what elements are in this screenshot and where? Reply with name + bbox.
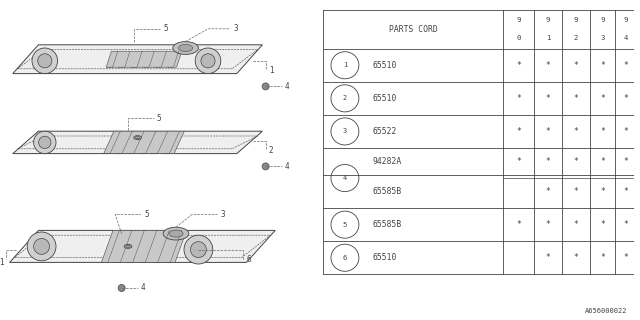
Ellipse shape: [163, 227, 189, 240]
Ellipse shape: [136, 137, 140, 139]
Polygon shape: [101, 230, 187, 262]
Text: *: *: [546, 253, 550, 262]
Text: 3: 3: [221, 210, 225, 219]
Text: 65522: 65522: [373, 127, 397, 136]
Text: 6: 6: [343, 255, 347, 261]
Text: 65510: 65510: [373, 61, 397, 70]
Polygon shape: [106, 51, 182, 67]
Text: 65585B: 65585B: [373, 187, 402, 196]
Text: *: *: [573, 157, 579, 166]
Text: 5: 5: [157, 114, 161, 123]
Text: 65510: 65510: [373, 94, 397, 103]
Text: 1: 1: [269, 66, 273, 75]
Text: 1: 1: [546, 35, 550, 41]
Text: 5: 5: [343, 222, 347, 228]
Text: *: *: [623, 253, 628, 262]
Polygon shape: [10, 230, 275, 262]
Circle shape: [38, 54, 52, 68]
Text: *: *: [516, 220, 521, 229]
Text: A656000022: A656000022: [585, 308, 627, 314]
Ellipse shape: [124, 244, 132, 248]
Text: 9: 9: [600, 17, 605, 23]
Text: 3: 3: [234, 24, 238, 33]
Text: *: *: [623, 220, 628, 229]
Text: 1: 1: [343, 62, 347, 68]
Circle shape: [118, 284, 125, 292]
Text: 4: 4: [623, 35, 628, 41]
Text: 4: 4: [141, 284, 145, 292]
Text: *: *: [573, 61, 579, 70]
Circle shape: [184, 235, 212, 264]
Text: 6: 6: [246, 255, 251, 264]
Text: 9: 9: [623, 17, 628, 23]
Text: *: *: [600, 220, 605, 229]
Text: *: *: [623, 157, 628, 166]
Text: 65510: 65510: [373, 253, 397, 262]
Text: *: *: [546, 220, 550, 229]
Circle shape: [201, 54, 215, 68]
Text: *: *: [573, 220, 579, 229]
Text: 4: 4: [285, 82, 289, 91]
Ellipse shape: [134, 136, 141, 140]
Text: *: *: [623, 127, 628, 136]
Polygon shape: [104, 131, 184, 154]
Text: 2: 2: [343, 95, 347, 101]
Text: 3: 3: [343, 128, 347, 134]
Ellipse shape: [173, 42, 198, 54]
Text: *: *: [600, 157, 605, 166]
Text: *: *: [623, 187, 628, 196]
Text: 65585B: 65585B: [373, 220, 402, 229]
Circle shape: [195, 48, 221, 74]
Text: *: *: [546, 157, 550, 166]
Text: *: *: [600, 127, 605, 136]
Text: 4: 4: [343, 175, 347, 181]
Text: 0: 0: [516, 35, 521, 41]
Circle shape: [34, 238, 49, 254]
Text: 9: 9: [546, 17, 550, 23]
Text: *: *: [516, 94, 521, 103]
Ellipse shape: [126, 245, 130, 247]
Text: *: *: [600, 187, 605, 196]
Polygon shape: [13, 131, 262, 154]
Polygon shape: [13, 45, 262, 74]
Text: 1: 1: [0, 258, 4, 267]
Circle shape: [262, 163, 269, 170]
Text: *: *: [546, 61, 550, 70]
Text: *: *: [600, 94, 605, 103]
Text: *: *: [573, 187, 579, 196]
Text: *: *: [546, 94, 550, 103]
Text: 5: 5: [144, 210, 148, 219]
Text: *: *: [573, 253, 579, 262]
Text: *: *: [546, 187, 550, 196]
Ellipse shape: [179, 44, 193, 52]
Ellipse shape: [169, 230, 183, 237]
Text: 9: 9: [516, 17, 521, 23]
Text: 4: 4: [285, 162, 289, 171]
Text: 9: 9: [574, 17, 579, 23]
Text: *: *: [516, 127, 521, 136]
Text: *: *: [516, 61, 521, 70]
Text: 94282A: 94282A: [373, 157, 402, 166]
Text: 5: 5: [163, 24, 168, 33]
Text: 3: 3: [600, 35, 605, 41]
Text: *: *: [516, 157, 521, 166]
Circle shape: [38, 136, 51, 148]
Text: *: *: [573, 127, 579, 136]
Circle shape: [32, 48, 58, 74]
Text: *: *: [623, 94, 628, 103]
Text: *: *: [573, 94, 579, 103]
Text: 2: 2: [574, 35, 579, 41]
Circle shape: [34, 131, 56, 154]
Text: *: *: [546, 127, 550, 136]
Text: *: *: [600, 253, 605, 262]
Text: *: *: [623, 61, 628, 70]
Circle shape: [191, 242, 206, 258]
Text: 2: 2: [269, 146, 273, 155]
Circle shape: [262, 83, 269, 90]
Text: PARTS CORD: PARTS CORD: [389, 25, 438, 34]
Text: *: *: [600, 61, 605, 70]
Circle shape: [28, 232, 56, 261]
